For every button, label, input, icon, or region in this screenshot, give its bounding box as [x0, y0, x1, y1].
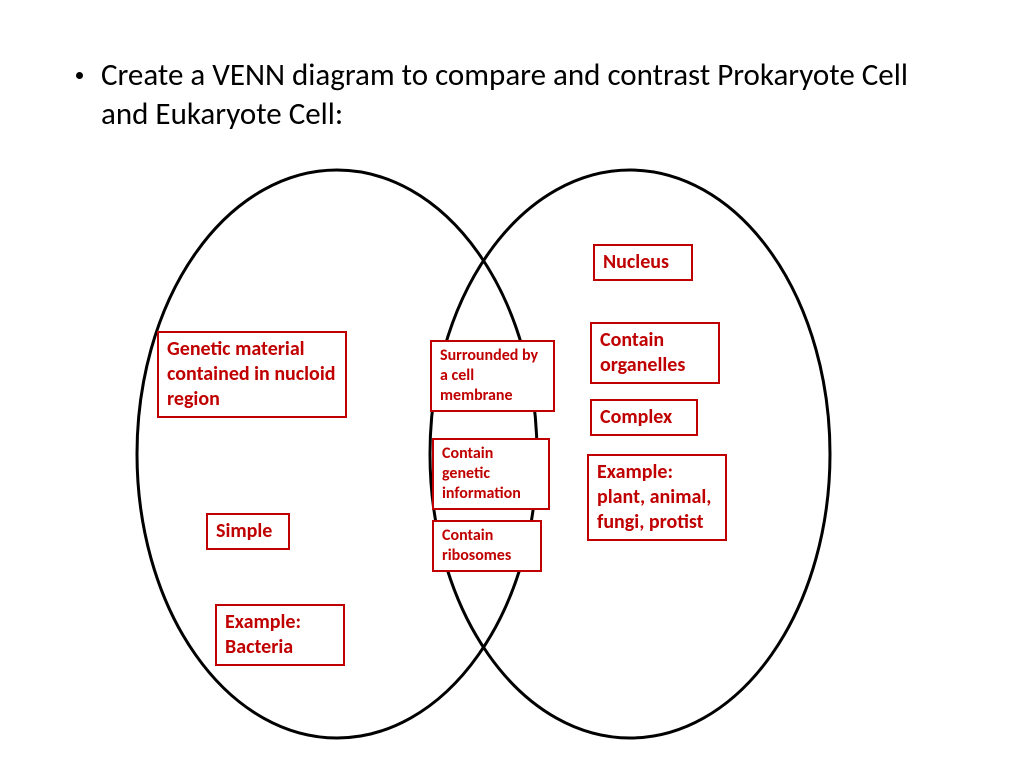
venn-box-simple: Simple [206, 513, 290, 550]
venn-box-ribo: Contain ribosomes [432, 520, 542, 572]
venn-box-ex-right: Example: plant, animal, fungi, protist [587, 454, 727, 541]
venn-box-membrane: Surrounded by a cell membrane [430, 340, 555, 412]
venn-box-complex: Complex [590, 399, 698, 436]
venn-box-ex-left: Example: Bacteria [215, 604, 345, 666]
venn-box-nucleus: Nucleus [593, 244, 693, 281]
venn-box-organelles: Contain organelles [590, 322, 720, 384]
venn-box-genetic2: Contain genetic information [432, 438, 550, 510]
venn-box-genetic: Genetic material contained in nucloid re… [157, 331, 347, 418]
